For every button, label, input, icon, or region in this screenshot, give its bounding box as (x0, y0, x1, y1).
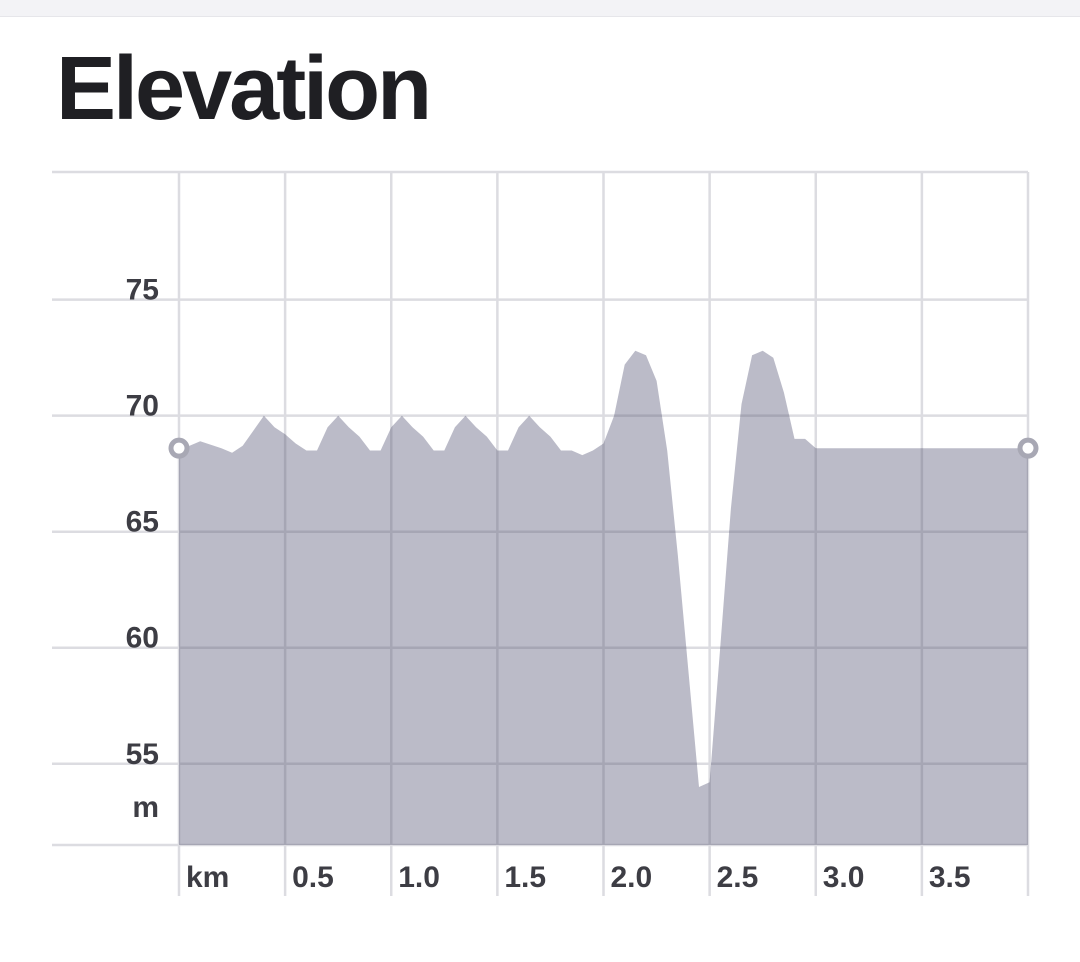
x-tick-label: 2.5 (717, 861, 759, 894)
x-tick-label: 3.5 (929, 861, 971, 894)
end-marker (1017, 437, 1039, 459)
y-tick-label: 60 (126, 622, 159, 655)
x-tick-label: 2.0 (611, 861, 653, 894)
y-tick-label: 75 (126, 274, 159, 307)
x-tick-label: km (186, 861, 229, 894)
start-marker (168, 437, 190, 459)
x-tick-label: 3.0 (823, 861, 865, 894)
endpoint-markers (168, 437, 1039, 459)
axis-labels: 75 70 65 60 55 m km 0.5 1.0 1.5 2.0 2.5 3.0 3.5 (126, 274, 971, 894)
x-tick-label: 1.0 (398, 861, 440, 894)
y-tick-label: 65 (126, 506, 159, 539)
y-tick-label: 70 (126, 390, 159, 423)
y-tick-label: 55 (126, 738, 159, 771)
top-strip (0, 0, 1080, 17)
y-tick-label: m (132, 791, 159, 824)
x-tick-label: 1.5 (504, 861, 546, 894)
page-title: Elevation (56, 39, 432, 139)
x-tick-label: 0.5 (292, 861, 334, 894)
